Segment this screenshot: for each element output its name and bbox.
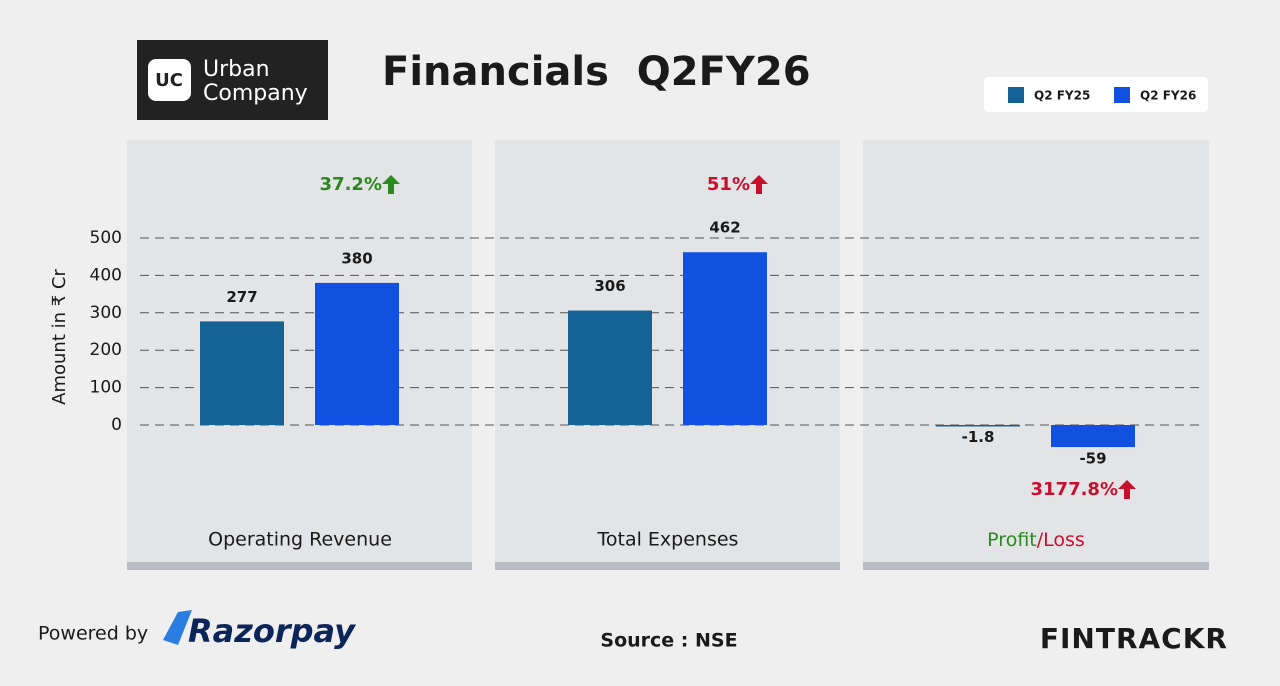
bar: [936, 425, 1020, 427]
y-tick-label: 500: [90, 228, 122, 248]
brand: Razorpay: [188, 612, 356, 650]
change-arrow: [750, 175, 768, 194]
razorpay-logo: [163, 610, 192, 645]
logo-badge: [148, 59, 191, 101]
bar: [200, 321, 284, 425]
value-label: 380: [341, 249, 372, 267]
y-tick-label: 100: [90, 378, 122, 398]
panel-stripe: [863, 562, 1209, 570]
panel-stripe: [127, 562, 472, 570]
value-label: -1.8: [962, 428, 995, 446]
y-tick-label: 300: [90, 303, 122, 323]
bar: [315, 282, 399, 425]
panel-stripe: [495, 562, 840, 570]
y-tick-label: 0: [111, 415, 122, 435]
change-label: 51%: [707, 174, 750, 195]
panel: [863, 140, 1209, 570]
x-tick-label: Operating Revenue: [208, 529, 392, 551]
bar: [568, 310, 652, 425]
value-label: -59: [1079, 450, 1106, 468]
logo-mark: UC: [155, 70, 183, 91]
source: Source : NSE: [600, 630, 737, 652]
logo-text: Company: [203, 81, 308, 106]
legend-swatch: [1114, 87, 1130, 103]
change-label: 37.2%: [320, 174, 382, 195]
logo-text: Urban: [203, 57, 270, 82]
panel: [495, 140, 840, 570]
y-axis-label: Amount in ₹ Cr: [49, 269, 70, 405]
chart-title: Financials Q2FY26: [382, 49, 811, 95]
value-label: 277: [226, 288, 257, 306]
panel: [127, 140, 472, 570]
legend-box: [984, 77, 1208, 112]
legend-label: Q2 FY25: [1034, 89, 1090, 103]
change-arrow: [382, 175, 400, 194]
value-label: 462: [709, 219, 740, 237]
change-label: 3177.8%: [1031, 479, 1119, 500]
bar: [683, 252, 767, 425]
change-arrow: [1118, 480, 1136, 499]
x-tick-label: Profit/Loss: [987, 529, 1085, 551]
legend-label: Q2 FY26: [1140, 89, 1196, 103]
legend-swatch: [1008, 87, 1024, 103]
powered-by: Powered by: [38, 623, 148, 645]
publisher: FINTRACKR: [1040, 622, 1228, 655]
bar: [1051, 425, 1135, 448]
y-tick-label: 200: [90, 340, 122, 360]
x-tick-label: Total Expenses: [597, 529, 739, 551]
y-tick-label: 400: [90, 265, 122, 285]
value-label: 306: [594, 277, 625, 295]
